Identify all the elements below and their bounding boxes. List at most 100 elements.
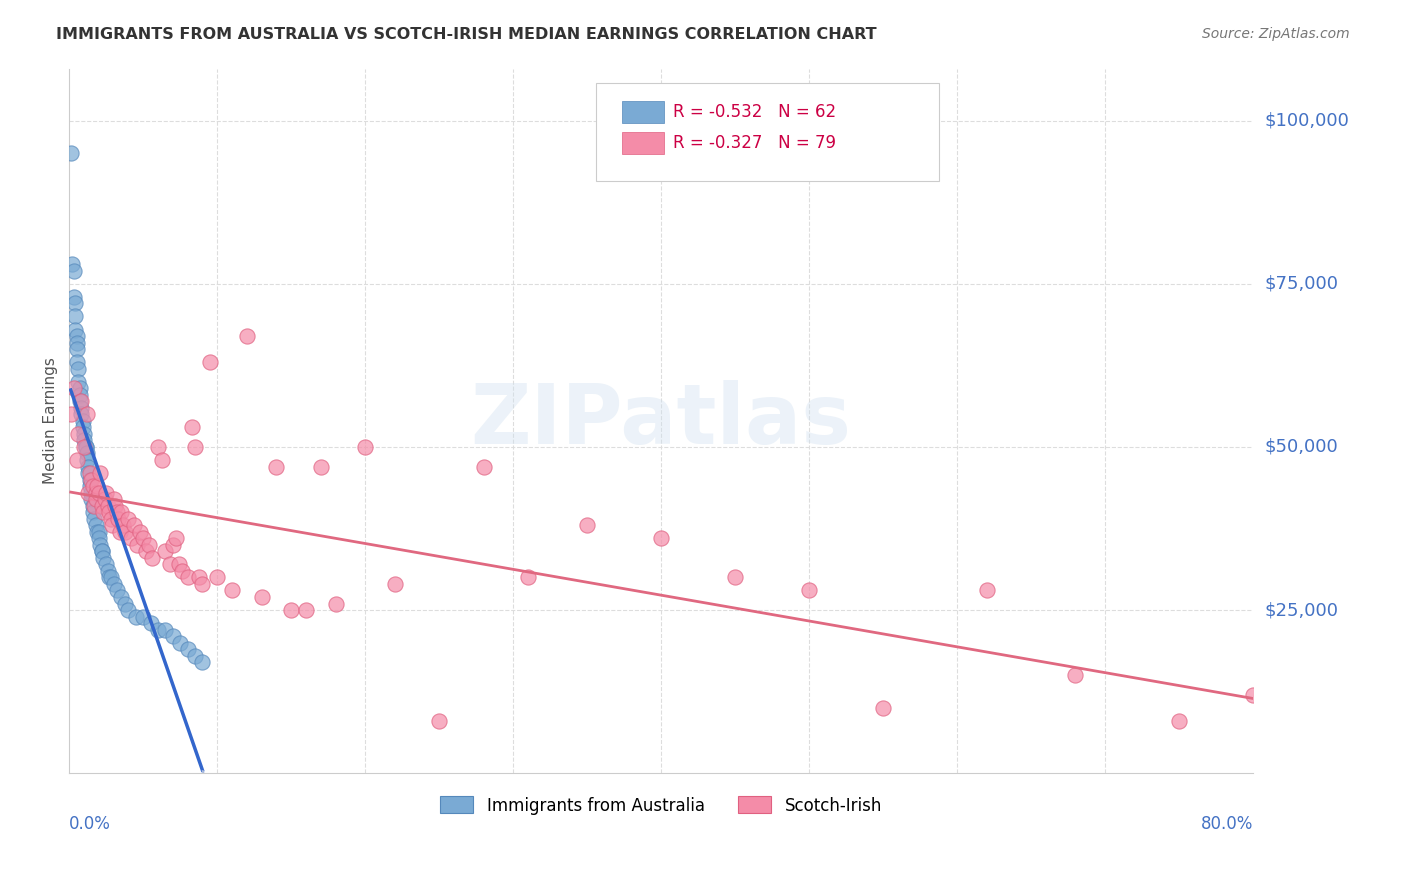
Point [167, 558, 190, 572]
Point [66, 355, 89, 369]
Text: ZIPatlas: ZIPatlas [471, 380, 852, 461]
Point [236, 329, 259, 343]
Point [191, 577, 214, 591]
Point [181, 420, 204, 434]
Point [79, 479, 101, 493]
Point [66, 342, 89, 356]
Point [69, 388, 91, 402]
Point [117, 512, 139, 526]
Point [221, 583, 243, 598]
Point [146, 440, 169, 454]
Point [97, 564, 120, 578]
Point [295, 603, 318, 617]
Point [90, 499, 112, 513]
Point [62, 381, 84, 395]
Point [84, 518, 107, 533]
Point [124, 518, 146, 533]
Point [114, 597, 136, 611]
Point [100, 570, 122, 584]
Point [82, 479, 104, 493]
Point [80, 473, 103, 487]
Point [198, 355, 221, 369]
Text: IMMIGRANTS FROM AUSTRALIA VS SCOTCH-IRISH MEDIAN EARNINGS CORRELATION CHART: IMMIGRANTS FROM AUSTRALIA VS SCOTCH-IRIS… [56, 27, 877, 42]
Point [63, 322, 86, 336]
Point [110, 505, 132, 519]
Point [84, 492, 107, 507]
Point [162, 538, 184, 552]
Point [309, 459, 332, 474]
Point [162, 629, 184, 643]
Text: R = -0.532   N = 62: R = -0.532 N = 62 [673, 103, 837, 121]
Point [472, 459, 495, 474]
Point [76, 446, 98, 460]
Point [132, 531, 155, 545]
Point [141, 550, 163, 565]
Point [67, 361, 90, 376]
Point [205, 570, 228, 584]
Point [105, 583, 128, 598]
Bar [621, 101, 664, 123]
Point [82, 505, 104, 519]
Point [97, 499, 120, 513]
Point [184, 648, 207, 663]
Legend: Immigrants from Australia, Scotch-Irish: Immigrants from Australia, Scotch-Irish [433, 789, 889, 822]
Point [127, 538, 149, 552]
Point [80, 492, 103, 507]
Point [139, 616, 162, 631]
Point [66, 335, 89, 350]
Point [73, 426, 96, 441]
Point [84, 485, 107, 500]
Point [76, 407, 98, 421]
Point [93, 492, 115, 507]
Point [96, 485, 118, 500]
Point [724, 570, 747, 584]
Point [117, 603, 139, 617]
Point [125, 609, 148, 624]
Point [72, 414, 94, 428]
Point [67, 375, 90, 389]
Point [280, 603, 302, 617]
Point [976, 583, 998, 598]
Point [62, 290, 84, 304]
Point [101, 518, 124, 533]
Text: Source: ZipAtlas.com: Source: ZipAtlas.com [1202, 27, 1350, 41]
Point [1064, 668, 1087, 682]
Point [72, 420, 94, 434]
Point [266, 459, 288, 474]
Text: $25,000: $25,000 [1265, 601, 1339, 619]
Point [155, 623, 177, 637]
Text: 0.0%: 0.0% [69, 815, 111, 833]
Text: $100,000: $100,000 [1265, 112, 1350, 129]
Point [325, 597, 347, 611]
Point [159, 558, 181, 572]
Point [120, 531, 142, 545]
Point [100, 512, 122, 526]
Point [83, 512, 105, 526]
Point [105, 505, 128, 519]
Point [103, 492, 125, 507]
Text: $50,000: $50,000 [1265, 438, 1339, 456]
Text: R = -0.327   N = 79: R = -0.327 N = 79 [673, 134, 837, 153]
Point [79, 466, 101, 480]
Point [91, 550, 114, 565]
Point [797, 583, 820, 598]
Point [69, 381, 91, 395]
Point [77, 485, 100, 500]
Point [79, 473, 101, 487]
Point [80, 485, 103, 500]
Y-axis label: Median Earnings: Median Earnings [44, 358, 58, 484]
Point [872, 701, 894, 715]
Point [73, 440, 96, 454]
Point [138, 538, 160, 552]
Point [87, 531, 110, 545]
Point [75, 440, 97, 454]
Point [517, 570, 540, 584]
Point [69, 394, 91, 409]
Point [59, 407, 82, 421]
Point [188, 570, 211, 584]
Point [129, 524, 152, 539]
Point [67, 426, 90, 441]
Point [73, 434, 96, 448]
Point [86, 479, 108, 493]
Point [650, 531, 672, 545]
